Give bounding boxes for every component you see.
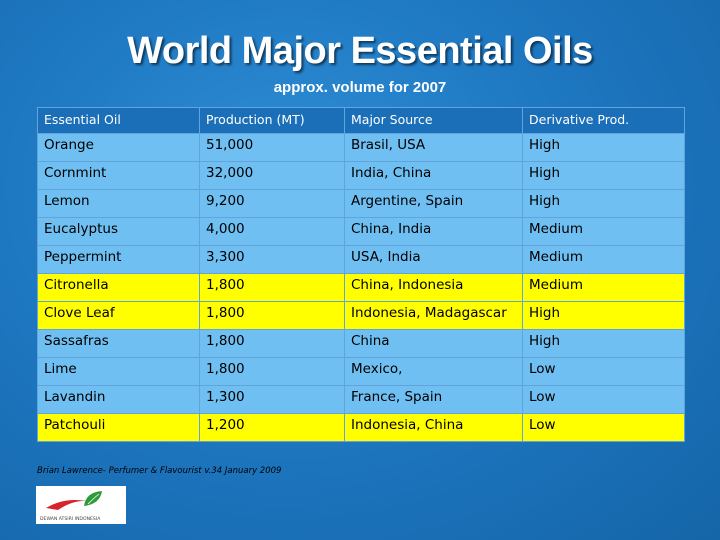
cell-essential-oil: Peppermint xyxy=(37,245,200,274)
cell-essential-oil: Lime xyxy=(37,357,200,386)
table-row: Patchouli 1,200 Indonesia, China Low xyxy=(37,413,685,442)
cell-essential-oil: Lavandin xyxy=(37,385,200,414)
cell-production: 1,200 xyxy=(199,413,345,442)
cell-production: 1,300 xyxy=(199,385,345,414)
logo-swoosh xyxy=(46,500,91,510)
cell-derivative: Low xyxy=(522,413,685,442)
cell-production: 4,000 xyxy=(199,217,345,246)
cell-production: 1,800 xyxy=(199,273,345,302)
table-row: Lime 1,800 Mexico, Low xyxy=(37,357,685,386)
cell-derivative: Medium xyxy=(522,217,685,246)
table-row: Citronella 1,800 China, Indonesia Medium xyxy=(37,273,685,302)
column-header-major-source: Major Source xyxy=(344,107,523,134)
cell-major-source: China, Indonesia xyxy=(344,273,523,302)
cell-essential-oil: Cornmint xyxy=(37,161,200,190)
cell-derivative: Medium xyxy=(522,273,685,302)
table-header-row: Essential Oil Production (MT) Major Sour… xyxy=(37,107,685,134)
essential-oils-table: Essential Oil Production (MT) Major Sour… xyxy=(37,107,685,442)
cell-production: 51,000 xyxy=(199,133,345,162)
page-title: World Major Essential Oils xyxy=(127,30,593,72)
cell-major-source: China xyxy=(344,329,523,358)
cell-major-source: Argentine, Spain xyxy=(344,189,523,218)
company-logo: DEWAN ATSIRI INDONESIA xyxy=(36,486,126,524)
cell-derivative: High xyxy=(522,301,685,330)
cell-derivative: Low xyxy=(522,385,685,414)
cell-derivative: High xyxy=(522,161,685,190)
table-row: Peppermint 3,300 USA, India Medium xyxy=(37,245,685,274)
cell-derivative: High xyxy=(522,329,685,358)
column-header-essential-oil: Essential Oil xyxy=(37,107,200,134)
cell-derivative: Medium xyxy=(522,245,685,274)
page-subtitle: approx. volume for 2007 xyxy=(273,79,447,96)
cell-essential-oil: Orange xyxy=(37,133,200,162)
table-row: Clove Leaf 1,800 Indonesia, Madagascar High xyxy=(37,301,685,330)
cell-production: 1,800 xyxy=(199,357,345,386)
cell-essential-oil: Lemon xyxy=(37,189,200,218)
cell-essential-oil: Sassafras xyxy=(37,329,200,358)
table-row: Lemon 9,200 Argentine, Spain High xyxy=(37,189,685,218)
cell-major-source: Indonesia, Madagascar xyxy=(344,301,523,330)
table-row: Orange 51,000 Brasil, USA High xyxy=(37,133,685,162)
cell-essential-oil: Clove Leaf xyxy=(37,301,200,330)
cell-major-source: Brasil, USA xyxy=(344,133,523,162)
cell-derivative: High xyxy=(522,189,685,218)
column-header-derivative: Derivative Prod. xyxy=(522,107,685,134)
table-row: Lavandin 1,300 France, Spain Low xyxy=(37,385,685,414)
cell-essential-oil: Eucalyptus xyxy=(37,217,200,246)
cell-derivative: Low xyxy=(522,357,685,386)
cell-essential-oil: Patchouli xyxy=(37,413,200,442)
cell-essential-oil: Citronella xyxy=(37,273,200,302)
cell-major-source: Mexico, xyxy=(344,357,523,386)
cell-production: 32,000 xyxy=(199,161,345,190)
table-row: Eucalyptus 4,000 China, India Medium xyxy=(37,217,685,246)
source-credit: Brian Lawrence- Perfumer & Flavourist v.… xyxy=(37,466,282,476)
table-row: Cornmint 32,000 India, China High xyxy=(37,161,685,190)
cell-derivative: High xyxy=(522,133,685,162)
cell-major-source: Indonesia, China xyxy=(344,413,523,442)
cell-major-source: China, India xyxy=(344,217,523,246)
cell-major-source: France, Spain xyxy=(344,385,523,414)
cell-major-source: USA, India xyxy=(344,245,523,274)
cell-production: 1,800 xyxy=(199,301,345,330)
table-row: Sassafras 1,800 China High xyxy=(37,329,685,358)
cell-production: 3,300 xyxy=(199,245,345,274)
logo-leaf xyxy=(84,491,102,506)
cell-production: 9,200 xyxy=(199,189,345,218)
column-header-production: Production (MT) xyxy=(199,107,345,134)
cell-production: 1,800 xyxy=(199,329,345,358)
logo-graphic: DEWAN ATSIRI INDONESIA xyxy=(40,491,102,522)
cell-major-source: India, China xyxy=(344,161,523,190)
logo-text: DEWAN ATSIRI INDONESIA xyxy=(40,516,101,522)
